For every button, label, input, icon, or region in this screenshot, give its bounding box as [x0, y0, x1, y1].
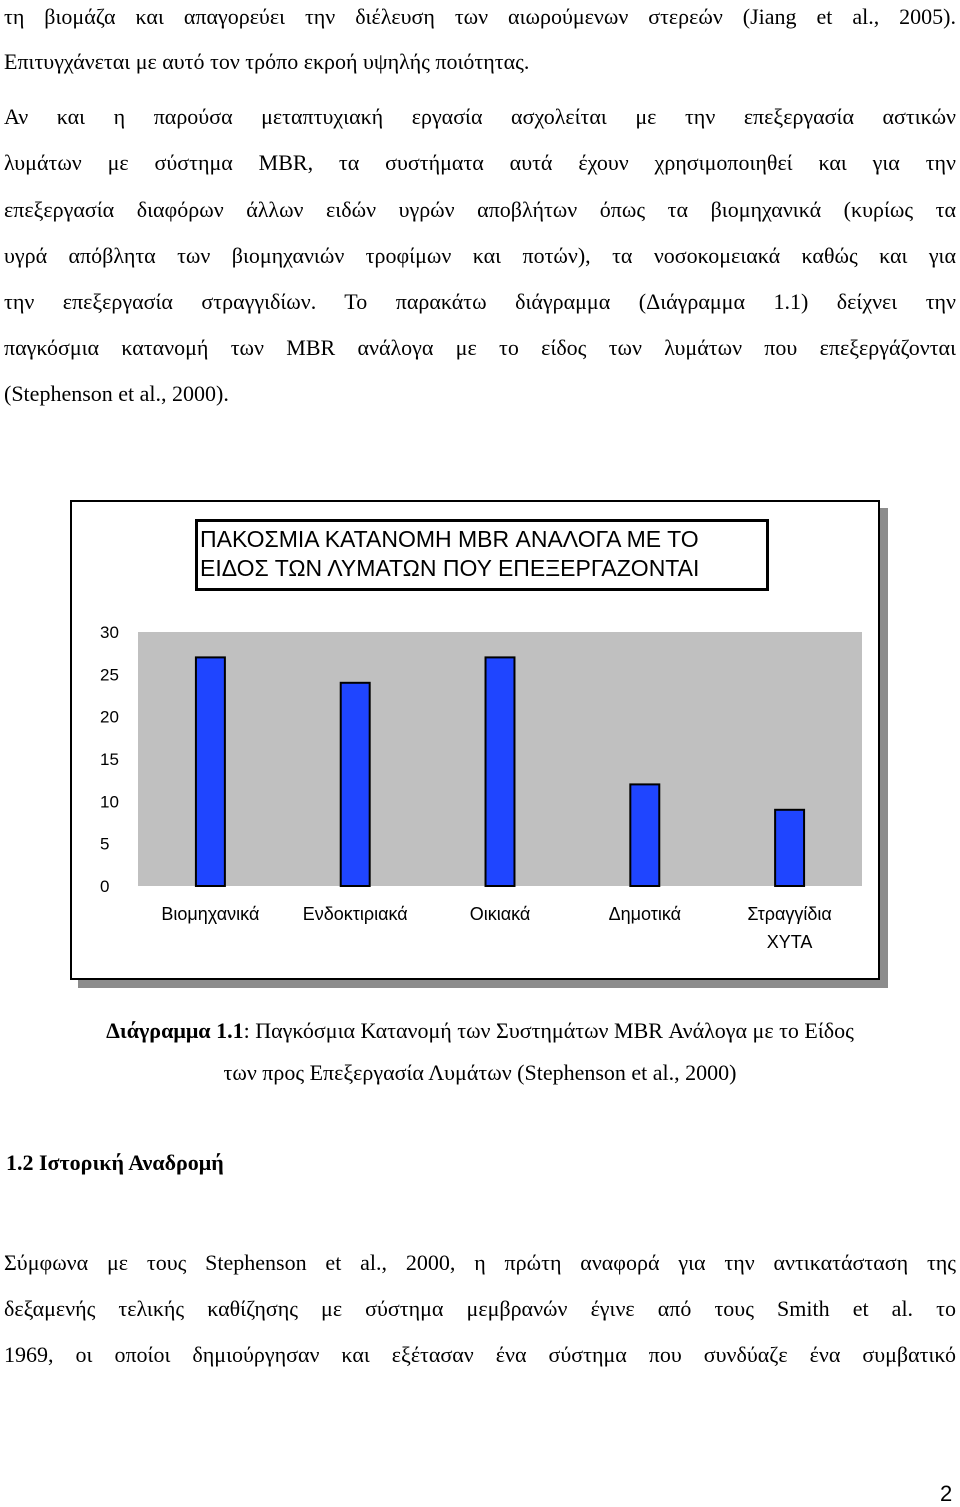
text-line: δεξαμενής τελικής καθίζησης με σύστημα μ…	[4, 1296, 956, 1321]
bar	[484, 656, 516, 887]
y-tick-label: 0	[100, 877, 109, 896]
x-tick-label: Οικιακά	[470, 904, 531, 924]
text-line: παγκόσμια κατανομή των MBR ανάλογα με το…	[4, 335, 956, 360]
x-tick-label: Βιομηχανικά	[161, 904, 259, 924]
figure-caption: Διάγραμμα 1.1: Παγκόσμια Κατανομή των Συ…	[4, 1018, 956, 1044]
bar	[339, 681, 371, 887]
y-tick-label: 30	[100, 623, 119, 642]
x-tick-label: Δημοτικά	[609, 904, 681, 924]
chart-title-line: ΠΑΚΟΣΜΙΑ ΚΑΤΑΝΟΜΗ MBR ΑΝΑΛΟΓΑ ΜΕ ΤΟ	[200, 526, 699, 552]
text-line: επεξεργασία διαφόρων άλλων ειδών υγρών α…	[4, 197, 956, 222]
bar-chart: 30 25 20 15 10 5 0 Βιομηχανικά Ενδοκτιριακά Οικι…	[100, 623, 862, 952]
bar	[629, 783, 661, 887]
y-tick-label: 10	[100, 792, 119, 811]
section-heading: 1.2 Ιστορική Αναδρομή	[6, 1150, 224, 1175]
chart-title-line: ΕΙΔΟΣ ΤΩΝ ΛΥΜΑΤΩΝ ΠΟΥ ΕΠΕΞΕΡΓΑΖΟΝΤΑΙ	[200, 555, 700, 581]
y-tick-label: 5	[100, 835, 109, 854]
caption-label: Διάγραμμα 1.1	[106, 1018, 244, 1043]
text-line: 1969, οι οποίοι δημιούργησαν και εξέτασα…	[4, 1342, 956, 1367]
bar	[774, 808, 806, 887]
y-tick-label: 25	[100, 665, 119, 684]
x-tick-label: Στραγγίδια	[747, 904, 831, 924]
text-line: λυμάτων με σύστημα MBR, τα συστήματα αυτ…	[4, 150, 956, 175]
caption-text: : Παγκόσμια Κατανομή των Συστημάτων MBR …	[243, 1018, 854, 1043]
text-line: τη βιομάζα και απαγορεύει την διέλευση τ…	[4, 4, 956, 29]
text-line: την επεξεργασία στραγγιδίων. Το παρακάτω…	[4, 289, 956, 314]
figure-caption-line: των προς Επεξεργασία Λυμάτων (Stephenson…	[223, 1060, 737, 1085]
bar	[194, 656, 226, 887]
x-tick-label: Ενδοκτιριακά	[303, 904, 408, 924]
chart-title: ΠΑΚΟΣΜΙΑ ΚΑΤΑΝΟΜΗ MBR ΑΝΑΛΟΓΑ ΜΕ ΤΟ ΕΙΔΟ…	[195, 519, 769, 591]
text-line: υγρά απόβλητα των βιομηχανιών τροφίμων κ…	[4, 243, 956, 268]
x-tick-label: ΧΥΤΑ	[767, 932, 813, 952]
text-line: Σύμφωνα με τους Stephenson et al., 2000,…	[4, 1250, 956, 1275]
y-tick-label: 20	[100, 708, 119, 727]
text-line: (Stephenson et al., 2000).	[4, 381, 229, 406]
y-tick-label: 15	[100, 750, 119, 769]
page-number: 2	[940, 1481, 953, 1506]
text-line: Επιτυγχάνεται με αυτό τον τρόπο εκροή υψ…	[4, 49, 530, 74]
bar-chart-figure: 30 25 20 15 10 5 0 Βιομηχανικά Ενδοκτιριακά Οικι…	[70, 500, 880, 980]
text-line: Αν και η παρούσα μεταπτυχιακή εργασία ασ…	[4, 104, 956, 129]
